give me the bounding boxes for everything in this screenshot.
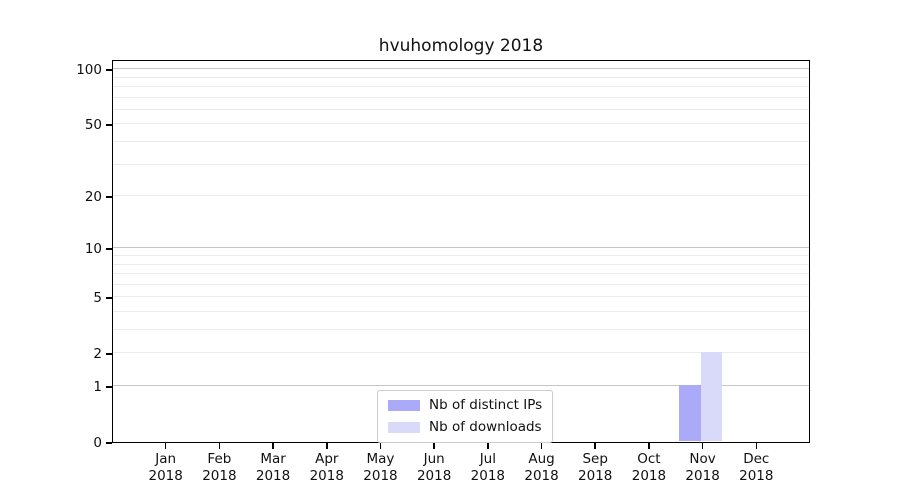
x-tick-label-year-sep: 2018 [578, 468, 613, 484]
chart-title: hvuhomology 2018 [378, 36, 544, 56]
x-tick-mark-apr [326, 443, 328, 449]
x-tick-label-year-jun: 2018 [416, 468, 452, 484]
x-tick-label-year-feb: 2018 [202, 468, 237, 484]
x-tick-mark-jul [487, 443, 489, 449]
gridline-y-4 [112, 311, 810, 313]
x-tick-label-year-jan: 2018 [148, 468, 183, 484]
x-tick-label-year-nov: 2018 [685, 468, 720, 484]
gridline-y-9 [112, 255, 810, 257]
x-tick-label-year-oct: 2018 [631, 468, 667, 484]
x-tick-mark-may [379, 443, 382, 449]
y-tick-mark-20 [106, 196, 112, 198]
gridline-y-1 [112, 385, 810, 387]
x-tick-mark-dec [755, 443, 758, 449]
legend: Nb of distinct IPs Nb of downloads [377, 390, 554, 443]
y-tick-label-10: 10 [84, 241, 102, 258]
x-tick-mark-aug [540, 443, 543, 449]
y-tick-label-5: 5 [93, 290, 102, 307]
y-tick-mark-2 [106, 353, 112, 355]
gridline-y-5 [112, 296, 810, 298]
x-tick-label-month-oct: Oct [637, 451, 661, 467]
gridline-y-20 [112, 195, 810, 197]
gridline-y-8 [112, 263, 810, 265]
x-tick-label-year-may: 2018 [363, 468, 398, 484]
x-tick-label-month-sep: Sep [582, 451, 608, 467]
y-tick-mark-1 [106, 386, 112, 388]
gridline-y-7 [112, 273, 810, 275]
legend-swatch-downloads [388, 422, 420, 433]
y-tick-label-1: 1 [93, 378, 102, 395]
gridline-y-3 [112, 329, 810, 331]
y-tick-label-20: 20 [84, 188, 102, 205]
x-tick-label-year-dec: 2018 [739, 468, 774, 484]
x-tick-label-month-may: May [366, 451, 395, 467]
y-tick-label-100: 100 [76, 62, 102, 78]
x-tick-label-month-jun: Jun [423, 451, 445, 467]
x-tick-label-month-apr: Apr [315, 451, 339, 467]
y-tick-mark-10 [106, 248, 112, 250]
x-tick-label-year-apr: 2018 [309, 468, 344, 484]
legend-label-downloads: Nb of downloads [429, 419, 542, 435]
gridline-y-90 [112, 76, 810, 78]
x-tick-label-month-jan: Jan [155, 451, 177, 467]
x-tick-mark-jan [164, 443, 167, 449]
gridline-y-2 [112, 352, 810, 354]
x-tick-mark-nov [701, 443, 704, 449]
x-tick-mark-feb [218, 443, 221, 449]
x-tick-label-month-feb: Feb [207, 451, 232, 467]
x-tick-mark-oct [648, 443, 650, 449]
gridline-y-50 [112, 123, 810, 125]
x-tick-mark-sep [594, 443, 596, 449]
y-tick-mark-5 [106, 297, 112, 299]
gridline-y-70 [112, 96, 810, 98]
gridline-y-40 [112, 141, 810, 143]
legend-item-downloads: Nb of downloads [388, 419, 542, 436]
gridline-y-80 [112, 86, 810, 88]
x-tick-label-month-aug: Aug [528, 451, 555, 467]
legend-label-distinct-ips: Nb of distinct IPs [429, 397, 543, 413]
plot-area [112, 60, 810, 443]
x-tick-label-year-mar: 2018 [255, 468, 291, 484]
x-tick-label-year-jul: 2018 [470, 468, 506, 484]
y-tick-label-2: 2 [93, 346, 102, 363]
y-tick-label-50: 50 [84, 117, 102, 134]
bar-nb-of-downloads-nov-2018 [700, 352, 723, 442]
gridline-y-30 [112, 163, 810, 165]
legend-swatch-distinct-ips [388, 400, 420, 411]
gridline-y-6 [112, 283, 810, 285]
legend-item-distinct-ips: Nb of distinct IPs [388, 397, 542, 414]
gridline-y-10 [112, 247, 810, 249]
y-tick-mark-50 [106, 124, 112, 126]
x-tick-label-month-jul: Jul [479, 451, 496, 467]
x-tick-mark-mar [272, 443, 274, 449]
bar-nb-of-distinct-ips-nov-2018 [679, 385, 701, 442]
y-tick-mark-0 [106, 442, 112, 444]
y-tick-label-0: 0 [93, 435, 102, 451]
x-tick-mark-jun [433, 443, 435, 449]
x-tick-label-month-mar: Mar [260, 451, 286, 467]
x-tick-label-month-nov: Nov [689, 451, 716, 467]
gridline-y-60 [112, 108, 810, 110]
gridline-y-100 [112, 68, 810, 70]
y-tick-mark-100 [106, 69, 112, 71]
x-tick-label-month-dec: Dec [743, 451, 770, 467]
x-tick-label-year-aug: 2018 [524, 468, 559, 484]
